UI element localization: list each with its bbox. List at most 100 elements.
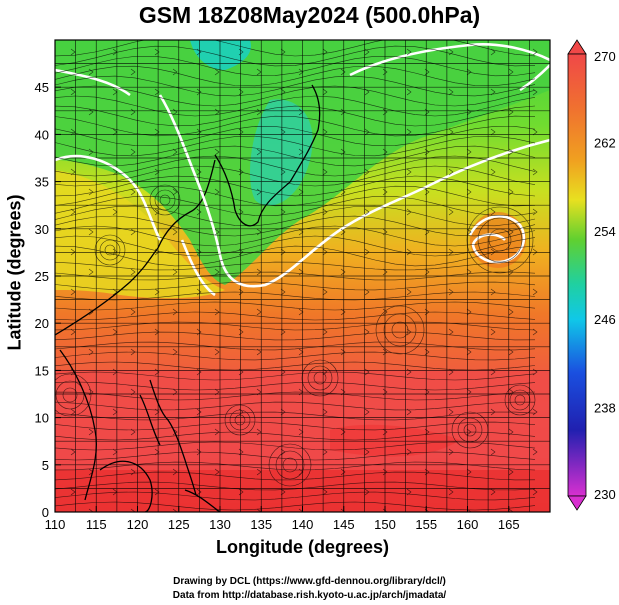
eddy	[154, 189, 176, 211]
flow-arrow	[256, 188, 262, 196]
flow-arrow	[130, 508, 136, 512]
flow-arrow	[196, 128, 202, 136]
x-tick-label: 115	[86, 517, 107, 532]
flow-arrow	[256, 348, 262, 356]
streamline	[55, 301, 536, 311]
flow-arrow	[322, 48, 328, 56]
x-axis: 110 115 120 125 130 135 140 145 150 155 160 165	[45, 506, 520, 532]
flow-arrow	[532, 168, 538, 176]
flow-arrow	[532, 328, 538, 336]
flow-arrow	[88, 348, 94, 356]
eddy	[234, 414, 246, 426]
flow-arrow	[196, 48, 202, 56]
flow-arrow	[551, 69, 555, 75]
streamline	[55, 135, 536, 157]
streamline	[55, 55, 536, 77]
flow-arrow	[280, 208, 286, 216]
flow-arrow	[490, 328, 496, 336]
flow-arrow	[490, 248, 496, 256]
flow-arrow	[214, 68, 220, 76]
streamlines	[55, 40, 555, 512]
flow-arrow	[322, 208, 328, 216]
flow-arrow	[154, 448, 160, 456]
flow-arrow	[340, 468, 346, 476]
eddy	[463, 423, 477, 437]
streamline	[55, 411, 536, 421]
flow-arrow	[70, 248, 76, 256]
streamline	[55, 281, 536, 291]
flow-arrow	[508, 468, 514, 476]
flow-arrow	[508, 348, 514, 356]
flow-arrow	[172, 308, 178, 316]
flow-arrow	[88, 148, 94, 156]
flow-arrow	[466, 508, 472, 512]
flow-arrow	[340, 308, 346, 316]
streamline	[55, 331, 536, 341]
streamline	[55, 40, 536, 57]
flow-arrow	[298, 428, 304, 436]
streamline	[55, 311, 536, 321]
flow-arrow	[280, 448, 286, 456]
flow-arrow	[238, 288, 244, 296]
flow-arrow	[214, 188, 220, 196]
flow-arrow	[172, 468, 178, 476]
flow-arrow	[448, 448, 454, 456]
flow-arrow	[406, 288, 412, 296]
streamline	[55, 431, 536, 441]
flow-arrow	[214, 348, 220, 356]
flow-arrow	[466, 428, 472, 436]
streamline	[55, 471, 536, 481]
flow-arrow	[196, 328, 202, 336]
flow-arrow	[88, 188, 94, 196]
flow-arrow	[88, 268, 94, 276]
flow-arrow	[466, 348, 472, 356]
flow-arrow	[382, 428, 388, 436]
flow-arrow	[490, 208, 496, 216]
flow-arrow	[382, 68, 388, 76]
flow-arrow	[424, 188, 430, 196]
flow-arrow	[508, 428, 514, 436]
flow-arrow	[364, 248, 370, 256]
flow-arrow	[551, 149, 555, 155]
eddy	[224, 404, 256, 436]
flow-arrow	[551, 189, 555, 195]
flow-arrow	[112, 488, 118, 496]
streamline	[55, 321, 536, 331]
flow-arrow	[448, 408, 454, 416]
flow-arrow	[256, 308, 262, 316]
streamline	[55, 401, 536, 411]
y-tick-label: 15	[35, 363, 49, 378]
streamline	[55, 125, 536, 147]
colorbar-bottom-arrow	[567, 495, 587, 511]
x-tick-label: 140	[292, 517, 314, 532]
flow-arrow	[424, 428, 430, 436]
flow-arrow	[196, 448, 202, 456]
flow-arrow	[532, 88, 538, 96]
flow-arrow	[340, 508, 346, 512]
flow-arrow	[406, 168, 412, 176]
flow-arrow	[298, 188, 304, 196]
flow-arrow	[406, 48, 412, 56]
flow-arrow	[256, 108, 262, 116]
flow-arrow	[112, 128, 118, 136]
flow-arrow	[406, 88, 412, 96]
flow-arrow	[238, 248, 244, 256]
y-tick-label: 30	[35, 222, 49, 237]
colorbar-label: 262	[594, 135, 616, 150]
flow-arrow	[424, 468, 430, 476]
flow-arrow	[508, 308, 514, 316]
flow-arrow	[424, 308, 430, 316]
streamline	[55, 165, 536, 187]
flow-arrow	[508, 388, 514, 396]
flow-arrow	[406, 448, 412, 456]
flow-arrow	[551, 349, 555, 355]
flow-arrow	[322, 328, 328, 336]
flow-arrow	[88, 308, 94, 316]
flow-arrow	[532, 448, 538, 456]
flow-arrow	[466, 148, 472, 156]
streamline	[55, 371, 536, 381]
flow-arrow	[88, 388, 94, 396]
flow-arrow	[466, 228, 472, 236]
flow-arrow	[280, 488, 286, 496]
